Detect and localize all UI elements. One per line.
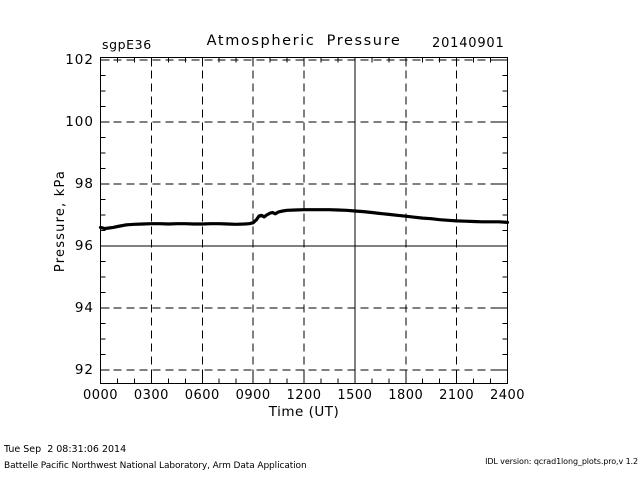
x-tick-label-2400: 2400: [489, 388, 526, 403]
y-tick-label-100: 100: [65, 114, 94, 130]
x-tick-label-0900: 0900: [235, 388, 271, 403]
x-tick-label-1200: 1200: [286, 388, 322, 403]
x-tick-label-0000: 0000: [82, 388, 119, 403]
provenance-block: IDL version: qcrad1long_plots.pro,v 1.2 …: [424, 441, 638, 480]
pressure-series-line: [98, 208, 510, 231]
generation-timestamp: Tue Sep 2 08:31:06 2014: [4, 444, 127, 455]
x-axis-title: Time (UT): [268, 404, 340, 420]
x-tick-label-2100: 2100: [439, 388, 475, 403]
y-tick-label-98: 98: [74, 176, 94, 192]
x-tick-label-1500: 1500: [337, 388, 373, 403]
idl-version-line: IDL version: qcrad1long_plots.pro,v 1.2: [485, 456, 638, 466]
x-tick-label-0300: 0300: [133, 388, 169, 403]
x-tick-label-1800: 1800: [388, 388, 424, 403]
y-tick-label-94: 94: [74, 300, 94, 316]
site-label: sgpE36: [102, 37, 152, 52]
plot-frame: [100, 57, 508, 384]
plot-title: Atmospheric Pressure: [206, 33, 402, 49]
y-tick-label-92: 92: [74, 362, 94, 378]
y-tick-label-102: 102: [65, 52, 94, 68]
date-label: 20140901: [432, 36, 505, 51]
organization-label: Battelle Pacific Northwest National Labo…: [4, 461, 307, 471]
y-axis-title: Pressure, kPa: [53, 169, 68, 273]
x-tick-label-0600: 0600: [184, 388, 220, 403]
y-tick-label-96: 96: [74, 238, 94, 254]
